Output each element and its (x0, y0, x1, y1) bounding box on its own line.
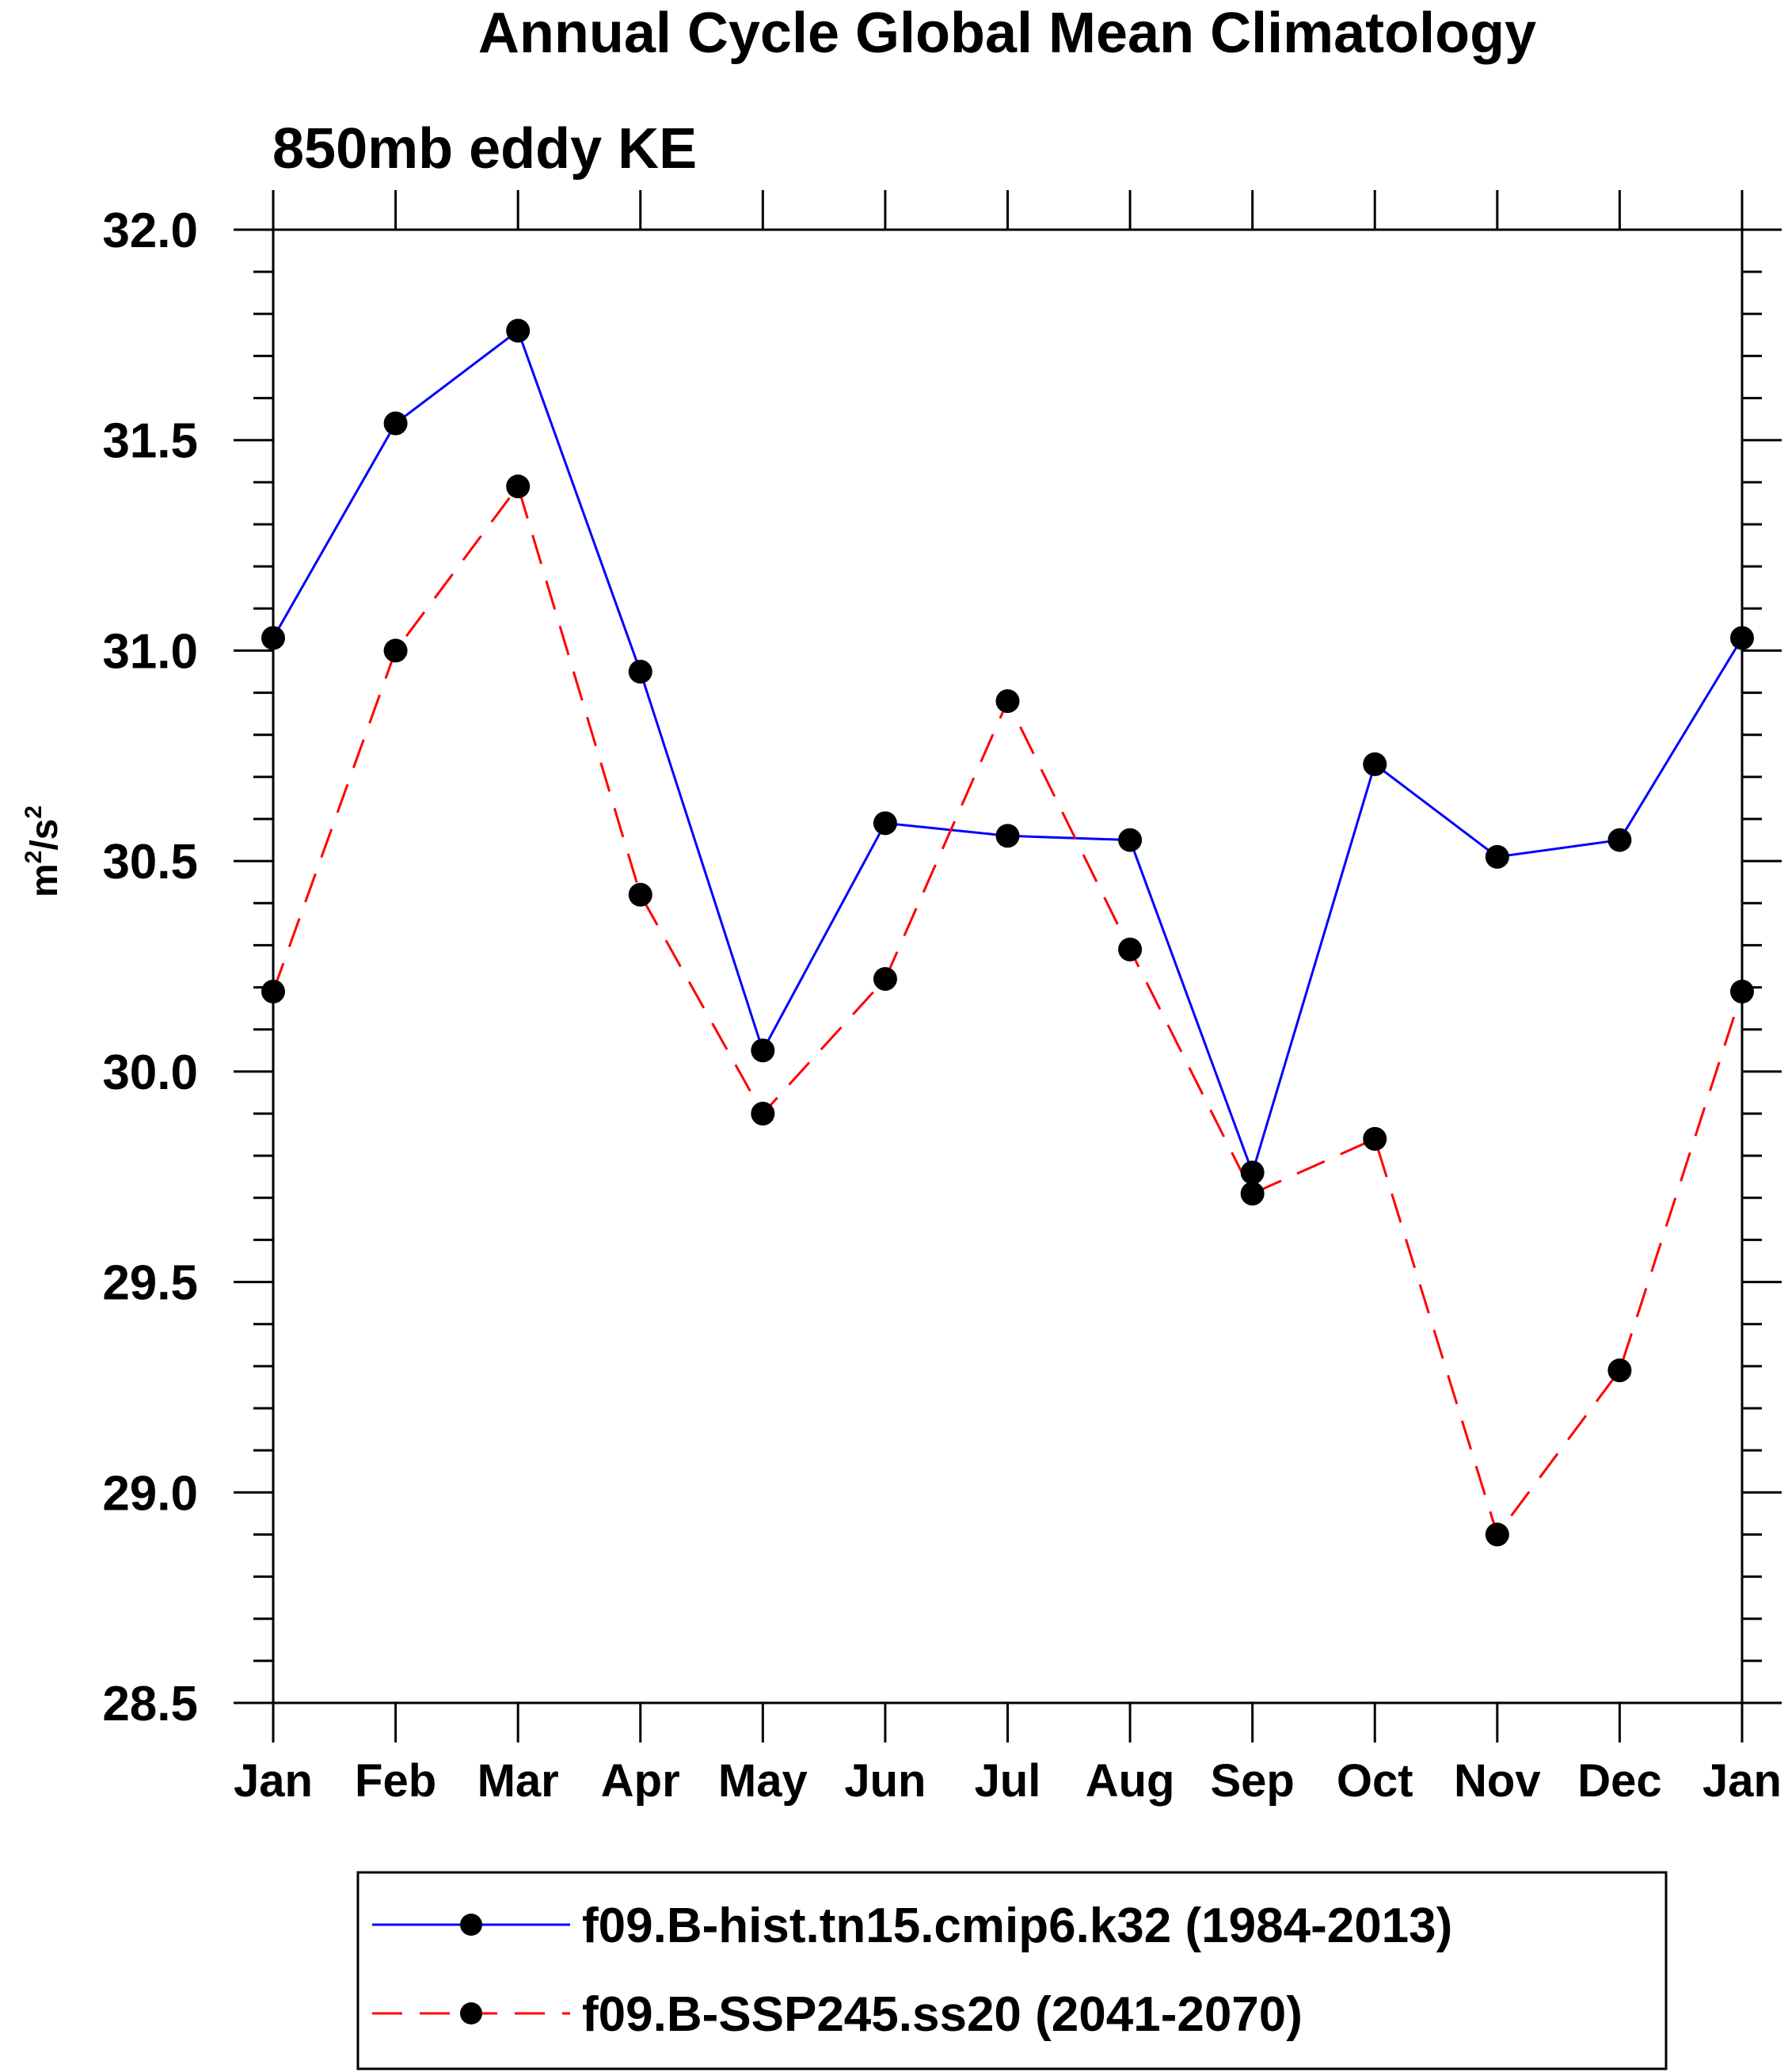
data-point-series-1 (751, 1102, 775, 1126)
data-point-series-0 (1363, 752, 1387, 776)
legend-box (356, 1871, 1668, 2070)
data-point-series-1 (1240, 1181, 1265, 1205)
data-point-series-1 (1730, 979, 1754, 1004)
x-tick-label: Sep (1210, 1755, 1294, 1807)
x-tick-label: May (718, 1755, 808, 1807)
legend-label-hist: f09.B-hist.tn15.cmip6.k32 (1984-2013) (582, 1899, 1452, 1953)
data-point-series-1 (873, 966, 897, 991)
data-point-series-0 (1240, 1160, 1265, 1185)
y-axis-label-mid: /s (24, 819, 66, 851)
x-tick-label: Jan (1702, 1755, 1782, 1807)
y-tick-label: 31.0 (102, 624, 198, 679)
x-tick-label: Jun (844, 1755, 926, 1807)
svg-text:m2/s2: m2/s2 (21, 806, 66, 897)
x-tick-label: Dec (1577, 1755, 1661, 1807)
data-point-series-1 (261, 979, 285, 1004)
data-point-series-0 (261, 626, 285, 650)
data-point-series-1 (1363, 1126, 1387, 1151)
legend-label-ssp: f09.B-SSP245.ss20 (2041-2070) (582, 1987, 1303, 2042)
data-point-series-1 (506, 474, 531, 499)
x-tick-label: Mar (477, 1755, 559, 1807)
y-axis-label-base: m (24, 863, 66, 897)
legend-marker-hist (460, 1914, 482, 1936)
x-tick-label: Oct (1337, 1755, 1413, 1807)
series-line-0 (272, 329, 1744, 1177)
y-tick-label: 31.5 (102, 414, 198, 469)
data-point-series-0 (1118, 828, 1143, 852)
data-point-series-0 (383, 411, 408, 436)
y-axis-label: m2/s2 (21, 806, 66, 897)
x-tick-label: Feb (355, 1755, 436, 1807)
y-tick-label: 29.5 (102, 1256, 198, 1311)
data-point-series-1 (628, 882, 652, 907)
chart-title: Annual Cycle Global Mean Climatology (478, 2, 1536, 65)
y-axis-label-sup2: 2 (21, 806, 47, 819)
data-point-series-1 (1118, 937, 1143, 962)
data-point-series-0 (506, 318, 531, 343)
data-point-series-1 (1607, 1358, 1632, 1383)
data-point-series-0 (873, 811, 897, 836)
data-point-series-0 (1485, 844, 1509, 869)
data-point-series-0 (751, 1038, 775, 1063)
data-point-series-0 (1607, 828, 1632, 852)
y-tick-label: 29.0 (102, 1466, 198, 1521)
x-tick-label: Jul (975, 1755, 1041, 1807)
y-tick-label: 30.0 (102, 1046, 198, 1100)
y-tick-label: 28.5 (102, 1677, 198, 1731)
y-tick-label: 30.5 (102, 835, 198, 889)
x-tick-label: Nov (1454, 1755, 1541, 1807)
plot-frame (272, 228, 1744, 1704)
data-point-series-0 (628, 660, 652, 684)
legend-marker-ssp (460, 2002, 482, 2024)
y-tick-label: 32.0 (102, 204, 198, 258)
x-tick-label: Apr (601, 1755, 680, 1807)
x-tick-label: Jan (234, 1755, 313, 1807)
y-axis-label-sup1: 2 (21, 851, 47, 864)
series-line-1 (272, 483, 1744, 1537)
data-point-series-1 (995, 689, 1020, 714)
data-point-series-0 (995, 824, 1020, 848)
data-point-series-1 (383, 638, 408, 663)
x-tick-label: Aug (1086, 1755, 1175, 1807)
data-point-series-0 (1730, 626, 1754, 650)
data-point-series-1 (1485, 1522, 1509, 1547)
plot-area: 28.5 29.0 29.5 30.0 30.5 31.0 31.5 32.0 Jan Feb Ma… (102, 190, 1782, 1807)
legend: f09.B-hist.tn15.cmip6.k32 (1984-2013) f0… (356, 1871, 1668, 2070)
chart-subtitle: 850mb eddy KE (272, 117, 697, 181)
